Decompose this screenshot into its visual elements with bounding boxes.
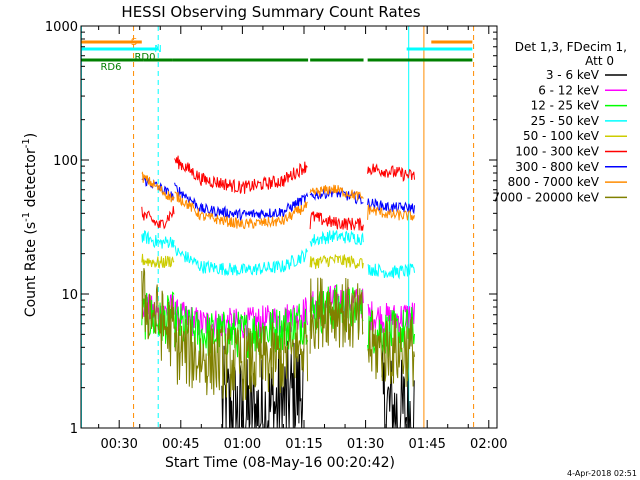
generation-timestamp: 4-Apr-2018 02:51: [567, 469, 637, 478]
legend-entry-label: 6 - 12 keV: [538, 83, 600, 97]
legend-entry-label: 50 - 100 keV: [523, 129, 600, 143]
y-tick-label: 1000: [45, 20, 78, 35]
y-axis-label: Count Rate (s-1 detector-1): [21, 133, 39, 317]
legend-entry-label: 3 - 6 keV: [546, 68, 600, 82]
series-7000-20000keV: [141, 268, 415, 401]
series-800-7000keV: [141, 171, 415, 230]
series-trace-segment: [367, 163, 415, 182]
series-trace-segment: [174, 245, 309, 277]
y-axis-label-mid: detector: [23, 148, 39, 212]
series-6-12keV: [141, 284, 415, 340]
y-axis-label-end: ): [23, 133, 39, 138]
plot-frame: [80, 25, 498, 429]
x-tick-label: 00:30: [100, 437, 137, 452]
y-tick-label: 1: [70, 422, 78, 437]
legend-header-line1: Det 1,3, FDecim 1,: [515, 40, 627, 54]
series-trace-segment: [141, 253, 175, 269]
chart-title: HESSI Observing Summary Count Rates: [121, 3, 420, 21]
flag-label-night: N: [154, 44, 161, 55]
series-trace-segment: [367, 310, 415, 387]
flag-label-rear-decim6: RD6: [100, 62, 121, 73]
flag-label-rear-decim: RD0: [134, 52, 155, 63]
legend-entry-label: 800 - 7000 keV: [508, 175, 600, 189]
series-25-50keV: [141, 230, 415, 280]
x-tick-label: 01:30: [347, 437, 384, 452]
y-axis-label-main: Count Rate (s: [23, 222, 39, 317]
series-trace-segment: [141, 171, 175, 203]
series-trace-segment: [141, 291, 175, 344]
series-trace-segment: [367, 204, 415, 221]
legend-entry-label: 300 - 800 keV: [515, 160, 599, 174]
axes: 1 10 100 1000 00:30 00:45 01:00 01:15 01:30 01:45…: [45, 20, 508, 452]
y-tick-label: 10: [61, 288, 78, 303]
series-trace-segment: [309, 230, 364, 247]
y-axis-label-sup1: -1: [21, 212, 32, 222]
flag-label-saa: S: [131, 37, 137, 48]
series-trace-segment: [174, 191, 308, 230]
y-axis-label-sup2: -1: [21, 138, 32, 148]
legend-header-line2: Att 0: [585, 54, 614, 68]
y-tick-label: 100: [53, 154, 78, 169]
series-trace-segment: [174, 315, 309, 401]
x-tick-label: 01:45: [408, 437, 445, 452]
series-trace-segment: [174, 182, 309, 222]
series-100-300keV: [141, 155, 415, 232]
series-trace-segment: [309, 184, 364, 201]
series-trace-segment: [367, 263, 415, 280]
x-tick-label: 01:00: [224, 437, 261, 452]
x-tick-label: 01:15: [285, 437, 322, 452]
x-tick-label: 02:00: [470, 437, 507, 452]
legend-entry-label: 12 - 25 keV: [531, 99, 600, 113]
legend-entry-label: 25 - 50 keV: [531, 114, 600, 128]
series-trace-segment: [141, 230, 175, 249]
series-trace-segment: [141, 268, 175, 367]
series-trace-segment: [174, 155, 308, 194]
x-axis-label: Start Time (08-May-16 00:20:42): [165, 455, 395, 471]
series-trace-segment: [367, 301, 415, 333]
series-trace-segment: [309, 277, 364, 354]
legend-entry-label: 100 - 300 keV: [515, 145, 599, 159]
series-trace-segment: [309, 254, 364, 270]
legend-entry-label: 7000 - 20000 keV: [492, 190, 599, 204]
series-trace-segment: [367, 197, 415, 215]
series-trace-segment: [174, 301, 309, 359]
series-trace-segment: [309, 211, 364, 232]
series-trace-segment: [141, 206, 175, 230]
x-tick-label: 00:45: [162, 437, 199, 452]
series-50-100keV: [141, 253, 364, 270]
